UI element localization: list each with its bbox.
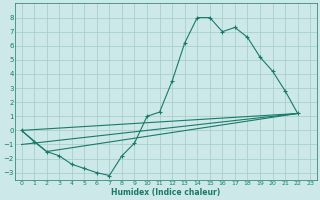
X-axis label: Humidex (Indice chaleur): Humidex (Indice chaleur) xyxy=(111,188,220,197)
